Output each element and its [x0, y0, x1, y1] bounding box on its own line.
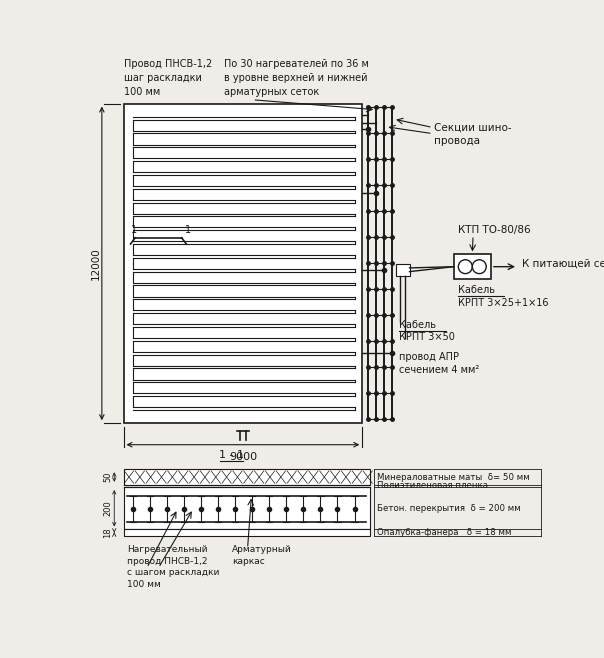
Bar	[124, 530, 370, 536]
Text: Провод ПНСВ-1,2
шаг раскладки
100 мм: Провод ПНСВ-1,2 шаг раскладки 100 мм	[124, 59, 212, 97]
Circle shape	[458, 260, 472, 274]
Text: Опалубка-фанера   δ = 18 мм: Опалубка-фанера δ = 18 мм	[377, 528, 512, 537]
Text: 18: 18	[103, 527, 112, 538]
Text: Арматурный
каркас: Арматурный каркас	[232, 545, 292, 566]
Bar	[396, 264, 410, 276]
Circle shape	[472, 260, 486, 274]
Text: 12000: 12000	[91, 247, 101, 280]
Bar	[454, 255, 491, 279]
Text: К питающей сети: К питающей сети	[522, 259, 604, 268]
Text: Кабель
КРПТ 3×25+1×16: Кабель КРПТ 3×25+1×16	[458, 285, 548, 307]
Text: 1: 1	[185, 225, 191, 235]
Text: Секции шино-
провода: Секции шино- провода	[434, 123, 512, 146]
Text: Нагревательный
провод ПНСВ-1,2
с шагом раскладки
100 мм: Нагревательный провод ПНСВ-1,2 с шагом р…	[127, 545, 220, 589]
Text: 50: 50	[103, 472, 112, 482]
Text: 1 - 1: 1 - 1	[219, 450, 244, 460]
Text: По 30 нагревателей по 36 м
в уровне верхней и нижней
арматурных сеток: По 30 нагревателей по 36 м в уровне верх…	[224, 59, 368, 97]
Text: 200: 200	[103, 500, 112, 516]
Text: 1: 1	[130, 225, 137, 235]
Text: Полиэтиленовая пленка: Полиэтиленовая пленка	[377, 482, 488, 490]
Bar	[124, 469, 370, 485]
Text: 9000: 9000	[229, 453, 257, 463]
Text: КТП ТО-80/86: КТП ТО-80/86	[458, 225, 530, 235]
Text: Бетон. перекрытия  δ = 200 мм: Бетон. перекрытия δ = 200 мм	[377, 504, 521, 513]
Bar	[124, 487, 370, 530]
Text: Минераловатные маты  δ= 50 мм: Минераловатные маты δ= 50 мм	[377, 472, 530, 482]
Text: провод АПР
сечением 4 мм²: провод АПР сечением 4 мм²	[399, 352, 480, 374]
Bar	[124, 103, 362, 423]
Text: Кабель
КРПТ 3×50: Кабель КРПТ 3×50	[399, 320, 455, 342]
